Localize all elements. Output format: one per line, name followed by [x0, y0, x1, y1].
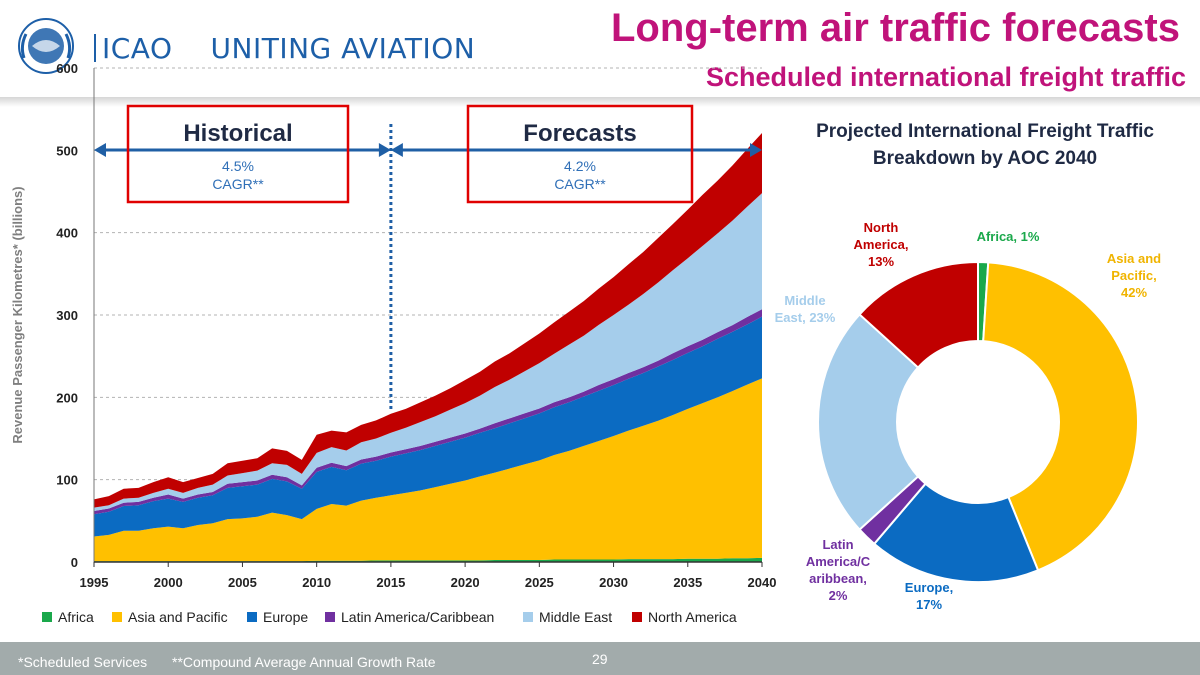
footnote-services: *Scheduled Services [18, 654, 148, 670]
area-middle-east [94, 193, 762, 511]
brand-name: ICAO [102, 32, 173, 65]
donut-label-line: Middle [784, 293, 825, 308]
header-shadow [0, 97, 1200, 107]
legend-label: Europe [263, 609, 308, 625]
donut-label-middle-east: Middle East, 23% [775, 293, 836, 325]
y-tick-label: 400 [56, 226, 78, 241]
legend-label: North America [648, 609, 737, 625]
donut-label-line: America, [854, 237, 909, 252]
annotation-cagr-value: 4.5% [222, 158, 254, 174]
donut-label-line: Europe, [905, 580, 953, 595]
x-tick-label: 2035 [673, 575, 702, 590]
brand-bar: ICAO UNITING AVIATION [94, 32, 475, 65]
annotation-label-forecasts: Forecasts [523, 120, 636, 147]
arrow-head-right [378, 143, 391, 157]
donut-label-north-america: North America, 13% [854, 220, 909, 269]
donut-slice-middle-east [817, 313, 920, 531]
donut-label-line: East, 23% [775, 310, 836, 325]
x-tick-label: 2025 [525, 575, 554, 590]
area-chart: 0 100 200 300 400 500 600 1995 2000 2005 2010 2015 2… [10, 61, 1161, 625]
donut-label-line: North [864, 220, 899, 235]
legend-item-asia-and-pacific: Asia and Pacific [112, 609, 228, 625]
legend-label: Africa [58, 609, 94, 625]
legend-swatch [42, 612, 52, 622]
annotation-label-historical: Historical [183, 120, 292, 147]
y-tick-label: 600 [56, 61, 78, 76]
legend-swatch [632, 612, 642, 622]
donut-label-line: America/C [806, 554, 871, 569]
y-tick-label: 500 [56, 143, 78, 158]
donut-label-asia-and-pacific: Asia and Pacific, 42% [1107, 251, 1161, 300]
x-tick-label: 2015 [376, 575, 405, 590]
footer-bar: *Scheduled Services **Compound Average A… [0, 642, 1200, 675]
legend-swatch [523, 612, 533, 622]
y-tick-label: 0 [71, 555, 78, 570]
annotation-cagr-unit: CAGR** [212, 176, 264, 192]
donut-label-line: Latin [822, 537, 853, 552]
annotation-box-historical [126, 104, 350, 204]
donut-label-line: Pacific, [1111, 268, 1157, 283]
brand-slogan: UNITING AVIATION [210, 32, 476, 65]
legend-item-middle-east: Middle East [523, 609, 612, 625]
y-tick-label: 300 [56, 308, 78, 323]
donut-title: Projected International Freight Traffic … [816, 121, 1154, 169]
area-asia-and-pacific [94, 378, 762, 562]
donut-label-line: aribbean, [809, 571, 867, 586]
legend-swatch [247, 612, 257, 622]
x-tick-label: 2040 [748, 575, 777, 590]
icao-logo-icon [18, 18, 74, 74]
area-africa [94, 557, 762, 562]
annotation-cagr-value: 4.2% [564, 158, 596, 174]
x-tick-label: 2030 [599, 575, 628, 590]
donut-label-africa: Africa, 1% [977, 229, 1040, 244]
x-tick-label: 2010 [302, 575, 331, 590]
x-tick-label: 2005 [228, 575, 257, 590]
donut-label-line: Africa, 1% [977, 229, 1040, 244]
donut-label-line: 17% [916, 597, 942, 612]
arrow-head-left [390, 143, 403, 157]
page-number: 29 [592, 651, 608, 667]
y-tick-label: 100 [56, 473, 78, 488]
legend-item-africa: Africa [42, 609, 94, 625]
area-europe [94, 316, 762, 537]
brand-divider [94, 34, 96, 62]
arrow-head-right [750, 143, 762, 157]
legend-swatch [325, 612, 335, 622]
annotation-cagr-unit: CAGR** [554, 176, 606, 192]
legend-label: Asia and Pacific [128, 609, 228, 625]
page-title: Long-term air traffic forecasts [610, 6, 1180, 50]
y-axis-label: Revenue Passenger Kilometres* (billions) [10, 186, 25, 443]
y-tick-label: 200 [56, 390, 78, 405]
donut-label-line: 42% [1121, 285, 1147, 300]
annotation-box-forecasts [466, 104, 694, 204]
legend-label: Latin America/Caribbean [341, 609, 494, 625]
legend-swatch [112, 612, 122, 622]
x-tick-label: 2000 [154, 575, 183, 590]
donut-slice-north-america [858, 260, 979, 369]
donut-label-latin-america-caribbean: Latin America/C aribbean, 2% [806, 537, 871, 603]
legend-item-north-america: North America [632, 609, 737, 625]
donut-label-europe: Europe, 17% [905, 580, 953, 612]
page-subtitle: Scheduled international freight traffic [705, 62, 1186, 92]
donut-slice-europe [872, 482, 1040, 583]
donut-label-line: 2% [829, 588, 848, 603]
arrow-head-left [94, 143, 106, 157]
x-tick-label: 1995 [80, 575, 109, 590]
footnote-cagr: **Compound Average Annual Growth Rate [172, 654, 436, 670]
donut-slice-asia-and-pacific [982, 261, 1139, 572]
donut-label-line: 13% [868, 254, 894, 269]
legend-item-latin-america-caribbean: Latin America/Caribbean [325, 609, 494, 625]
legend-item-europe: Europe [247, 609, 308, 625]
legend-label: Middle East [539, 609, 612, 625]
x-tick-label: 2020 [451, 575, 480, 590]
header-band [0, 0, 1200, 97]
donut-label-line: Asia and [1107, 251, 1161, 266]
